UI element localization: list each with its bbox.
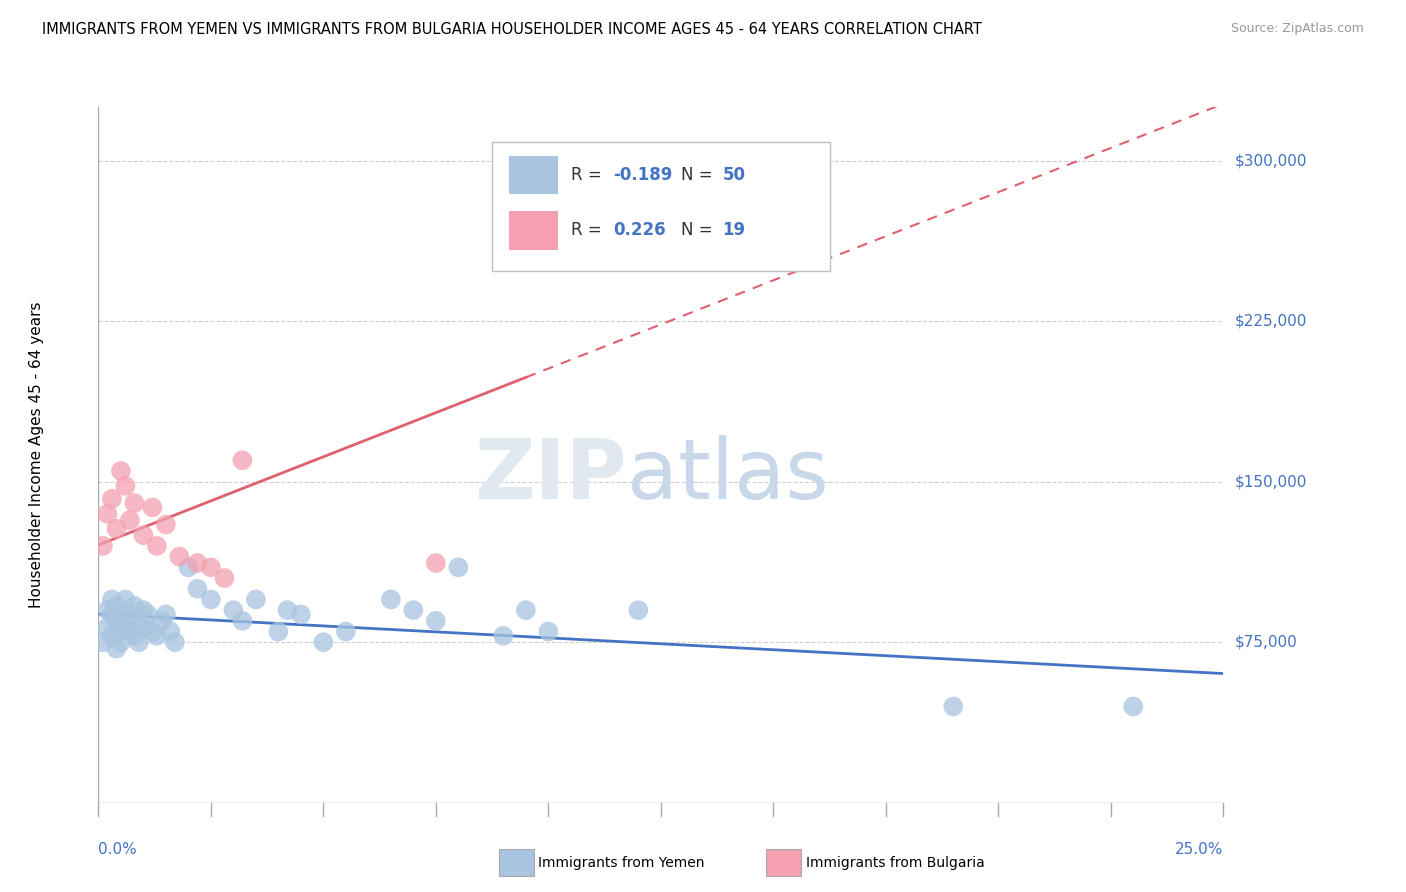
Point [231, 453, 253, 467]
Point [177, 560, 200, 574]
Point [96, 507, 118, 521]
Point [146, 629, 169, 643]
Point [200, 560, 222, 574]
Point [101, 592, 124, 607]
Point [132, 528, 155, 542]
Point [136, 607, 159, 622]
Point [200, 592, 222, 607]
Point [214, 571, 236, 585]
Point [128, 614, 150, 628]
Point [114, 479, 136, 493]
Point [124, 629, 146, 643]
Text: N =: N = [681, 166, 718, 184]
FancyBboxPatch shape [509, 211, 558, 250]
Point [132, 603, 155, 617]
Point [1122, 699, 1144, 714]
Point [118, 513, 141, 527]
Point [425, 614, 447, 628]
Text: Householder Income Ages 45 - 64 years: Householder Income Ages 45 - 64 years [30, 301, 44, 608]
Point [141, 624, 163, 639]
Point [114, 592, 136, 607]
Point [101, 607, 124, 622]
Point [163, 635, 186, 649]
Point [155, 607, 177, 622]
Text: -0.189: -0.189 [613, 166, 673, 184]
Text: 0.226: 0.226 [613, 221, 666, 239]
Point [186, 582, 208, 596]
Point [110, 464, 132, 478]
Point [515, 207, 537, 221]
Text: 50: 50 [723, 166, 745, 184]
Point [537, 624, 560, 639]
Point [169, 549, 191, 564]
Text: N =: N = [681, 221, 718, 239]
Point [110, 607, 132, 622]
Text: Immigrants from Yemen: Immigrants from Yemen [538, 855, 704, 870]
Point [128, 635, 150, 649]
Point [141, 500, 163, 515]
Text: R =: R = [571, 166, 607, 184]
Point [492, 629, 515, 643]
Point [96, 603, 118, 617]
Point [380, 592, 402, 607]
Point [186, 556, 208, 570]
Text: IMMIGRANTS FROM YEMEN VS IMMIGRANTS FROM BULGARIA HOUSEHOLDER INCOME AGES 45 - 6: IMMIGRANTS FROM YEMEN VS IMMIGRANTS FROM… [42, 22, 981, 37]
Text: 19: 19 [723, 221, 745, 239]
Text: 0.0%: 0.0% [98, 842, 138, 856]
Point [627, 603, 650, 617]
FancyBboxPatch shape [492, 142, 830, 270]
Point [159, 624, 181, 639]
Point [91, 635, 114, 649]
Point [124, 496, 146, 510]
Text: Source: ZipAtlas.com: Source: ZipAtlas.com [1230, 22, 1364, 36]
Text: $300,000: $300,000 [1234, 153, 1306, 168]
Point [447, 560, 470, 574]
Point [105, 641, 128, 656]
Point [402, 603, 425, 617]
Point [267, 624, 290, 639]
Point [132, 620, 155, 634]
Point [96, 620, 118, 634]
Point [290, 607, 312, 622]
Point [245, 592, 267, 607]
Text: $75,000: $75,000 [1234, 635, 1298, 649]
Point [101, 491, 124, 506]
Text: atlas: atlas [627, 435, 828, 516]
Text: 25.0%: 25.0% [1175, 842, 1223, 856]
Point [150, 614, 173, 628]
Point [118, 624, 141, 639]
Point [105, 522, 128, 536]
Point [335, 624, 357, 639]
Point [231, 614, 253, 628]
Text: ZIP: ZIP [475, 435, 627, 516]
Point [222, 603, 245, 617]
Text: Immigrants from Bulgaria: Immigrants from Bulgaria [806, 855, 984, 870]
Point [312, 635, 335, 649]
Point [101, 629, 124, 643]
Point [105, 599, 128, 613]
Text: R =: R = [571, 221, 607, 239]
Point [146, 539, 169, 553]
Point [110, 635, 132, 649]
Point [155, 517, 177, 532]
Point [124, 599, 146, 613]
Point [91, 539, 114, 553]
Point [118, 607, 141, 622]
Point [110, 624, 132, 639]
Point [942, 699, 965, 714]
Text: $225,000: $225,000 [1234, 314, 1306, 328]
Point [114, 620, 136, 634]
FancyBboxPatch shape [509, 156, 558, 194]
Text: $150,000: $150,000 [1234, 475, 1306, 489]
Point [515, 603, 537, 617]
Point [105, 614, 128, 628]
Point [425, 556, 447, 570]
Point [276, 603, 298, 617]
